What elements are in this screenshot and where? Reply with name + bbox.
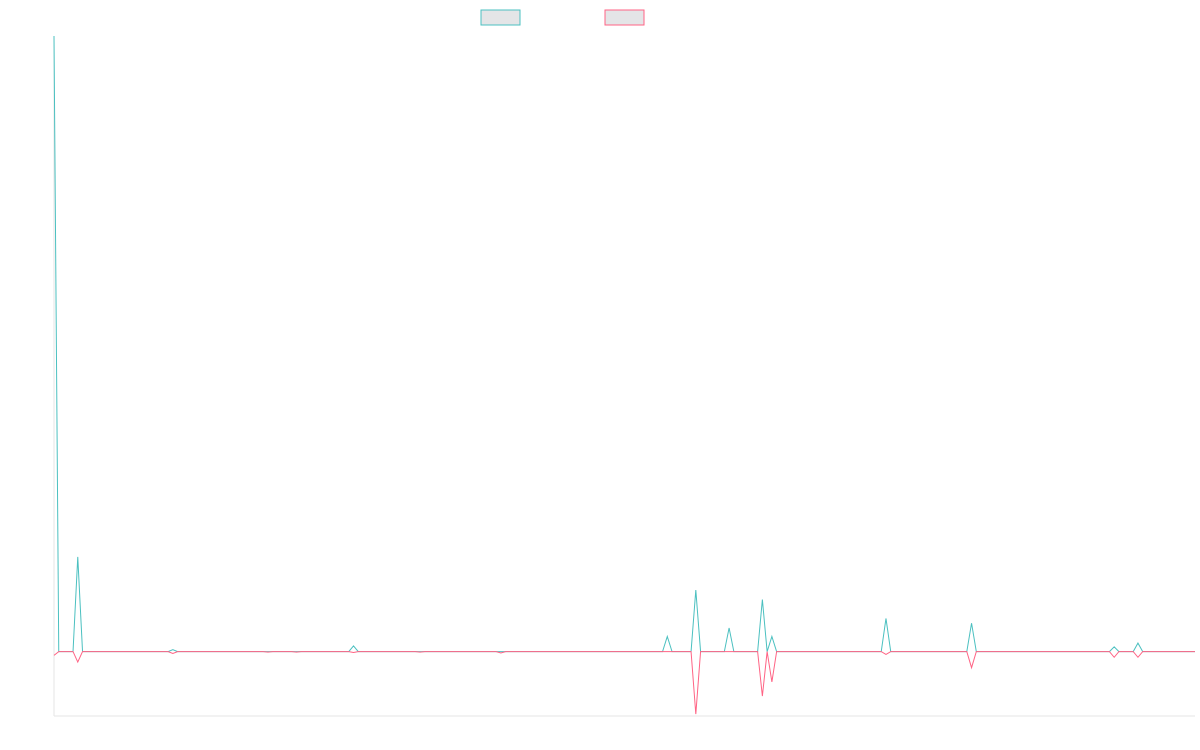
series-line-1 — [53, 35, 1195, 653]
series-line-2 — [53, 651, 1195, 715]
legend-item-1[interactable] — [480, 9, 521, 26]
legend-swatch-1 — [480, 9, 521, 26]
axes — [53, 36, 1195, 717]
legend[interactable] — [480, 9, 645, 26]
legend-swatch-2 — [604, 9, 645, 26]
series-layer — [53, 35, 1195, 715]
legend-item-2[interactable] — [604, 9, 645, 26]
